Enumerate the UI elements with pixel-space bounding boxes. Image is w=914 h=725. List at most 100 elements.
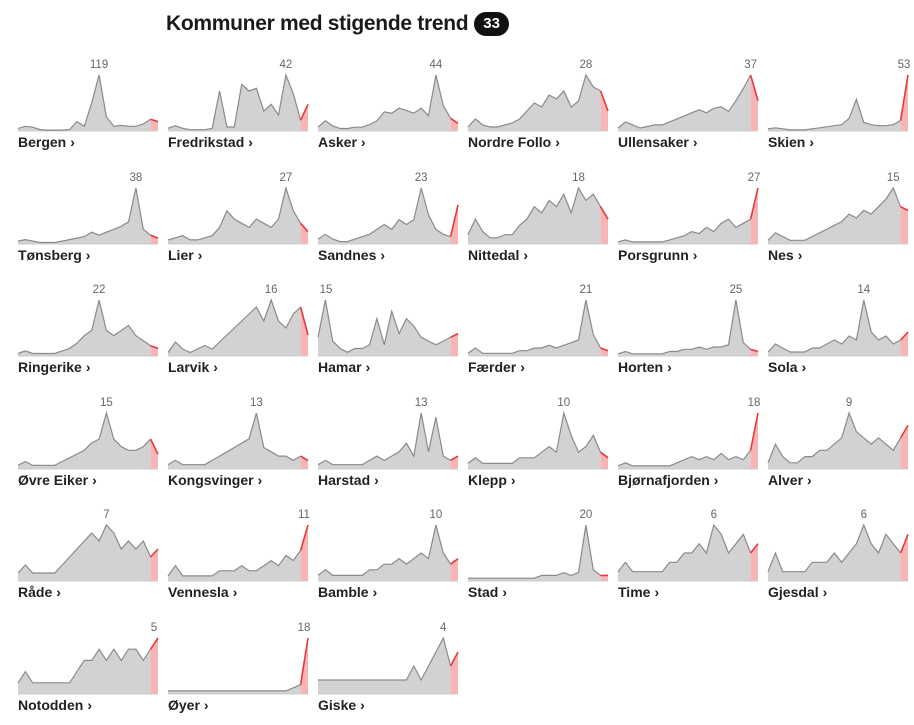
municipality-link[interactable]: Øvre Eiker › xyxy=(18,472,97,488)
municipality-link[interactable]: Asker › xyxy=(318,134,366,150)
municipality-link[interactable]: Ullensaker › xyxy=(618,134,698,150)
municipality-link[interactable]: Time › xyxy=(618,584,659,600)
municipality-name: Råde xyxy=(18,584,53,600)
sparkline: 4 xyxy=(318,622,459,694)
municipality-link[interactable]: Nordre Follo › xyxy=(468,134,560,150)
municipality-card[interactable]: 27 Lier › xyxy=(167,171,310,275)
count-badge: 33 xyxy=(474,12,509,36)
municipality-card[interactable]: 15 Nes › xyxy=(767,171,910,275)
municipality-card[interactable]: 6 Time › xyxy=(617,508,760,612)
municipality-card[interactable]: 15 Øvre Eiker › xyxy=(17,396,160,500)
area-fill xyxy=(168,75,301,131)
municipality-card[interactable]: 5 Notodden › xyxy=(17,621,160,725)
municipality-name: Asker xyxy=(318,134,357,150)
page-header: Kommuner med stigende trend 33 xyxy=(166,12,509,36)
municipality-card[interactable]: 13 Kongsvinger › xyxy=(167,396,310,500)
municipality-card[interactable]: 25 Horten › xyxy=(617,283,760,387)
municipality-card[interactable]: 13 Harstad › xyxy=(317,396,460,500)
chevron-right-icon: › xyxy=(502,584,508,600)
municipality-link[interactable]: Alver › xyxy=(768,472,812,488)
municipality-card[interactable]: 38 Tønsberg › xyxy=(17,171,160,275)
sparkline: 15 xyxy=(17,397,159,469)
municipality-card[interactable]: 27 Porsgrunn › xyxy=(617,171,760,275)
municipality-link[interactable]: Øyer › xyxy=(168,697,209,713)
municipality-link[interactable]: Larvik › xyxy=(168,359,218,375)
municipality-name: Harstad xyxy=(318,471,371,488)
municipality-link[interactable]: Sandnes › xyxy=(318,247,385,263)
municipality-name: Ringerike xyxy=(18,359,82,375)
peak-label: 42 xyxy=(279,59,292,71)
area-fill xyxy=(18,300,151,356)
municipality-link[interactable]: Kongsvinger › xyxy=(168,472,262,488)
municipality-link[interactable]: Bamble › xyxy=(318,584,377,600)
trend-line xyxy=(617,217,751,242)
municipality-card[interactable]: 18 Bjørnafjorden › xyxy=(617,396,760,500)
municipality-link[interactable]: Nes › xyxy=(768,247,802,263)
municipality-card[interactable]: 44 Asker › xyxy=(317,58,460,162)
peak-label: 10 xyxy=(429,509,442,521)
sparkline: 38 xyxy=(17,172,159,244)
municipality-link[interactable]: Skien › xyxy=(768,134,814,150)
municipality-link[interactable]: Porsgrunn › xyxy=(618,247,697,263)
municipality-card[interactable]: 9 Alver › xyxy=(767,396,910,500)
municipality-link[interactable]: Bjørnafjorden › xyxy=(618,472,718,488)
municipality-link[interactable]: Lier › xyxy=(168,247,202,263)
area-fill xyxy=(618,300,751,356)
municipality-card[interactable]: 4 Giske › xyxy=(318,621,460,725)
municipality-link[interactable]: Stad › xyxy=(468,584,507,600)
municipality-link[interactable]: Notodden › xyxy=(18,697,92,713)
municipality-card[interactable]: 15 Hamar › xyxy=(317,283,460,387)
municipality-link[interactable]: Sola › xyxy=(768,359,806,375)
rising-trend-line xyxy=(450,117,459,125)
municipality-link[interactable]: Tønsberg › xyxy=(18,247,90,263)
municipality-link[interactable]: Giske › xyxy=(318,697,365,713)
municipality-card[interactable]: 23 Sandnes › xyxy=(317,171,460,275)
peak-label: 37 xyxy=(744,59,757,71)
municipality-card[interactable]: 16 Larvik › xyxy=(167,283,310,387)
municipality-card[interactable]: 10 Bamble › xyxy=(317,508,460,612)
municipality-card[interactable]: 10 Klepp › xyxy=(467,396,610,500)
sparkline: 6 xyxy=(767,509,909,582)
area-fill xyxy=(468,187,601,244)
municipality-link[interactable]: Gjesdal › xyxy=(768,584,827,600)
rising-trend-line xyxy=(600,347,609,352)
sparkline: 14 xyxy=(767,284,909,357)
municipality-card[interactable]: 11 Vennesla › xyxy=(167,508,310,612)
sparkline: 6 xyxy=(617,509,759,582)
municipality-link[interactable]: Harstad › xyxy=(318,472,379,488)
municipality-card[interactable]: 18 Øyer › xyxy=(168,621,310,725)
municipality-card[interactable]: 21 Færder › xyxy=(467,283,610,387)
municipality-link[interactable]: Klepp › xyxy=(468,472,516,488)
municipality-link[interactable]: Nittedal › xyxy=(468,247,528,263)
area-fill xyxy=(318,412,451,469)
municipality-card[interactable]: 14 Sola › xyxy=(767,283,910,387)
rising-trend-line xyxy=(150,345,159,350)
municipality-card[interactable]: 42 Fredrikstad › xyxy=(167,58,310,162)
municipality-card[interactable]: 20 Stad › xyxy=(468,508,610,612)
municipality-link[interactable]: Færder › xyxy=(468,359,525,375)
municipality-card[interactable]: 6 Gjesdal › xyxy=(767,508,910,612)
municipality-card[interactable]: 22 Ringerike › xyxy=(17,283,160,387)
municipality-link[interactable]: Råde › xyxy=(18,584,61,600)
municipality-link[interactable]: Horten › xyxy=(618,359,672,375)
municipality-card[interactable]: 7 Råde › xyxy=(17,508,160,612)
peak-label: 4 xyxy=(440,622,447,634)
chevron-right-icon: › xyxy=(374,471,379,488)
trend-area-fill xyxy=(900,332,908,356)
municipality-card[interactable]: 53 Skien › xyxy=(767,58,910,162)
municipality-card[interactable]: 119 Bergen › xyxy=(17,58,160,162)
municipality-card[interactable]: 18 Nittedal › xyxy=(467,171,610,275)
municipality-card[interactable]: 28 Nordre Follo › xyxy=(467,58,610,162)
municipality-link[interactable]: Vennesla › xyxy=(168,584,237,600)
municipality-link[interactable]: Ringerike › xyxy=(18,359,90,375)
municipality-link[interactable]: Bergen › xyxy=(18,134,75,150)
trend-line xyxy=(17,187,151,243)
area-fill xyxy=(168,550,301,581)
municipality-card[interactable]: 37 Ullensaker › xyxy=(617,58,760,162)
rising-trend-line xyxy=(299,103,309,121)
municipality-name: Porsgrunn xyxy=(618,246,689,263)
municipality-link[interactable]: Fredrikstad › xyxy=(168,134,253,150)
municipality-name: Nittedal xyxy=(468,246,520,263)
sparkline: 7 xyxy=(17,509,159,582)
municipality-link[interactable]: Hamar › xyxy=(318,359,370,375)
